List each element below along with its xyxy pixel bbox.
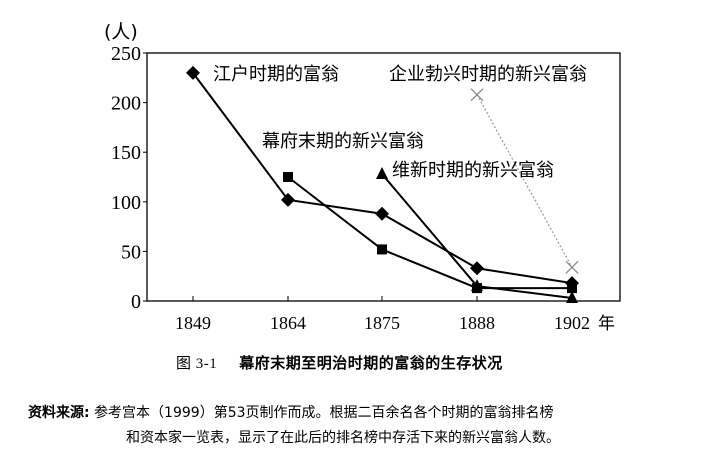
series-line bbox=[476, 94, 573, 268]
square-marker bbox=[283, 172, 293, 182]
y-tick-label: 0 bbox=[131, 291, 141, 313]
y-tick-label: 200 bbox=[111, 93, 141, 115]
triangle-marker bbox=[376, 167, 388, 180]
x-tick-label: 1875 bbox=[364, 313, 400, 333]
diamond-marker bbox=[186, 65, 200, 80]
x-tick-label: 1902 bbox=[554, 313, 590, 333]
square-marker bbox=[567, 283, 577, 294]
source-note: 资料来源: 参考宫本（1999）第53页制作而成。根据二百余名各个时期的富翁排名… bbox=[28, 401, 560, 451]
y-tick-label: 50 bbox=[121, 241, 141, 263]
series-line bbox=[287, 176, 572, 290]
y-tick-label: 150 bbox=[111, 142, 141, 164]
x-axis-unit: 年 bbox=[598, 314, 615, 334]
figure-title: 幕府末期至明治时期的富翁的生存状况 bbox=[239, 354, 503, 372]
chart-markers bbox=[186, 65, 579, 304]
source-line-2: 和资本家一览表，显示了在此后的排名榜中存活下来的新兴富翁人数。 bbox=[126, 430, 560, 446]
figure-caption: 图 3-1 幕府末期至明治时期的富翁的生存状况 bbox=[176, 352, 503, 373]
source-line-1: 参考宫本（1999）第53页制作而成。根据二百余名各个时期的富翁排名榜 bbox=[94, 405, 554, 421]
chart-texts: 0 50 100 150 200 250(人) 1849 1864 1875 1888 1902 年 江… bbox=[104, 21, 615, 334]
plot-frame bbox=[146, 52, 621, 302]
diamond-marker bbox=[281, 192, 295, 207]
diamond-marker bbox=[470, 261, 484, 276]
chart-axes bbox=[143, 52, 621, 302]
triangle-marker bbox=[471, 279, 483, 292]
series-label-kigyo: 企业勃兴时期的新兴富翁 bbox=[389, 64, 587, 85]
x-tick-label: 1849 bbox=[175, 313, 211, 333]
line-chart: 0 50 100 150 200 250(人) 1849 1864 1875 1888 1902 年 江… bbox=[104, 21, 621, 334]
series-label-ishin: 维新时期的新兴富翁 bbox=[392, 160, 554, 181]
y-tick-label: 250 bbox=[111, 43, 141, 65]
series-label-edo: 江户时期的富翁 bbox=[213, 64, 339, 85]
x-tick-label: 1888 bbox=[459, 313, 495, 333]
square-marker bbox=[377, 244, 387, 255]
y-tick-label: 100 bbox=[111, 192, 141, 214]
chart-lines bbox=[192, 72, 573, 300]
triangle-marker bbox=[566, 291, 578, 304]
series-label-bakumatsu: 幕府末期的新兴富翁 bbox=[262, 131, 424, 152]
y-axis-unit: (人) bbox=[104, 21, 138, 43]
figure-number: 图 3-1 bbox=[176, 356, 218, 372]
x-tick-label: 1864 bbox=[270, 313, 306, 333]
source-label: 资料来源: bbox=[28, 405, 90, 421]
diamond-marker bbox=[375, 206, 389, 221]
